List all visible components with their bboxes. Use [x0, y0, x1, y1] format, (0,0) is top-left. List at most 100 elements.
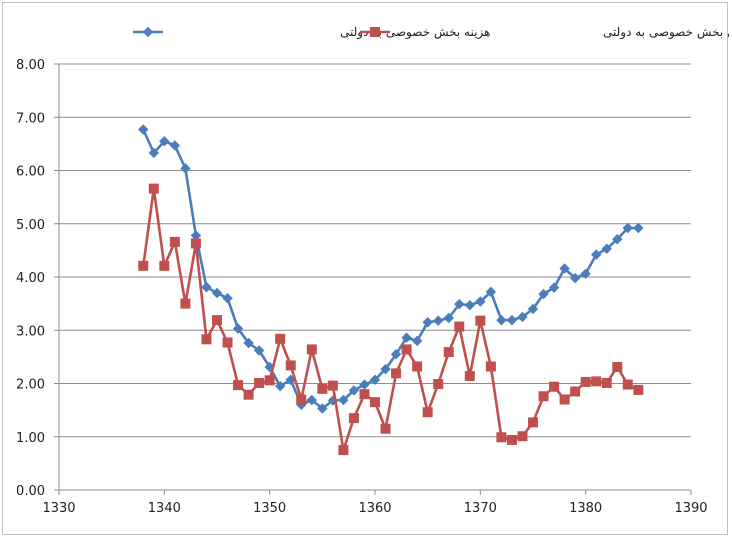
series-1-point	[432, 315, 444, 326]
series-1-point	[138, 124, 149, 135]
legend-item-2: سرمایه گذاری بخش خصوصی به دولتی	[360, 25, 732, 40]
series-2-point	[464, 371, 475, 382]
y-tick-label: 1.00	[16, 431, 45, 446]
x-tick-label: 1350	[253, 501, 286, 516]
series-1-point	[253, 345, 265, 356]
series-2-point	[370, 397, 380, 408]
legend-item-1: هزینه بخش خصوصی به دولتی	[133, 25, 490, 40]
series-2-point	[180, 298, 191, 309]
series-1-point	[580, 268, 591, 280]
series-1-point	[169, 140, 181, 151]
series-1-point	[348, 385, 360, 396]
series-2-point	[528, 417, 538, 428]
series-1-point	[601, 243, 612, 254]
series-2-point	[401, 344, 412, 355]
series-1-point	[517, 311, 528, 323]
x-tick-label: 1380	[569, 501, 602, 516]
series-group	[138, 124, 644, 456]
series-1-point	[274, 380, 286, 392]
series-2-point	[264, 375, 275, 386]
series-2-point	[138, 260, 149, 271]
series-1-point	[527, 303, 539, 315]
series-1-point	[232, 323, 244, 334]
series-2-point	[454, 321, 465, 332]
series-2-point	[443, 347, 454, 358]
series-2-point	[222, 337, 233, 348]
series-1-point	[243, 337, 254, 349]
series-1-point	[201, 281, 212, 293]
x-tick-label: 1340	[148, 501, 181, 516]
series-2-point	[538, 391, 549, 402]
series-2-point	[243, 389, 254, 400]
series-1-point	[590, 249, 602, 260]
series-2-point	[201, 334, 212, 345]
series-1-point	[454, 298, 465, 310]
series-1-point	[422, 317, 433, 328]
series-2-point	[612, 361, 623, 372]
y-tick-label: 4.00	[16, 271, 45, 286]
series-1-point	[496, 314, 507, 326]
series-1-point	[569, 272, 581, 284]
series-1-point	[612, 233, 623, 245]
y-tick-label: 0.00	[16, 484, 45, 499]
series-1-point	[211, 287, 223, 299]
legend-swatch-marker	[142, 26, 154, 38]
series-2-point	[254, 377, 265, 388]
series-1-point	[306, 394, 318, 406]
series-2-point	[327, 380, 338, 391]
line-chart: 0.00 1.00 2.00 3.00 4.00 5.00 6.00 7.00 8.00 1330…	[16, 25, 732, 516]
y-tick-label: 2.00	[16, 378, 45, 393]
series-2-point	[391, 368, 402, 379]
series-2-point	[633, 384, 644, 395]
series-1-point	[622, 222, 634, 234]
series-2-point	[190, 238, 201, 249]
series-2-point	[275, 333, 286, 344]
series-2-point	[317, 383, 328, 394]
series-2-point	[348, 413, 359, 424]
series-1-point	[559, 263, 570, 274]
series-2-point	[433, 379, 444, 390]
series-1-point	[633, 222, 644, 234]
series-2-point	[296, 394, 307, 405]
series-2-point	[159, 260, 170, 271]
series-2-point	[338, 445, 349, 456]
series-1-point	[317, 403, 328, 414]
y-tick-label: 8.00	[16, 58, 45, 73]
series-1-point	[369, 374, 381, 385]
series-2-point	[570, 386, 581, 397]
x-tick-label: 1360	[358, 501, 391, 516]
series-1-point	[380, 363, 391, 375]
series-1-point	[338, 394, 349, 406]
series-2-point	[380, 423, 391, 434]
series-2-point	[422, 407, 433, 418]
legend-label: سرمایه گذاری بخش خصوصی به دولتی	[603, 25, 729, 40]
series-1-point	[411, 335, 423, 347]
series-2-point	[359, 389, 370, 400]
series-2-point	[412, 361, 423, 372]
series-2-point	[601, 377, 612, 388]
gridlines	[59, 63, 691, 438]
y-tick-label: 7.00	[16, 111, 45, 126]
series-1-point	[538, 288, 549, 300]
axes: 0.00 1.00 2.00 3.00 4.00 5.00 6.00 7.00 8.00 1330…	[16, 58, 708, 516]
series-1-point	[148, 147, 160, 159]
series-1-point	[222, 293, 233, 304]
series-2-point	[169, 236, 180, 247]
series-1-point	[506, 314, 518, 326]
series-2-point	[549, 381, 560, 392]
series-2-point	[233, 380, 244, 391]
series-1-point	[548, 282, 560, 293]
series-1-point	[401, 332, 412, 343]
x-tick-label: 1390	[674, 501, 707, 516]
series-1-point	[159, 136, 170, 147]
series-2	[138, 183, 644, 456]
series-1-point	[443, 312, 454, 324]
y-tick-label: 5.00	[16, 218, 45, 233]
series-2-point	[622, 379, 633, 390]
series-2-point	[306, 344, 317, 355]
series-2-point	[148, 183, 159, 194]
series-2-point	[485, 361, 496, 372]
series-2-point	[580, 376, 591, 387]
series-1-point	[359, 379, 370, 390]
